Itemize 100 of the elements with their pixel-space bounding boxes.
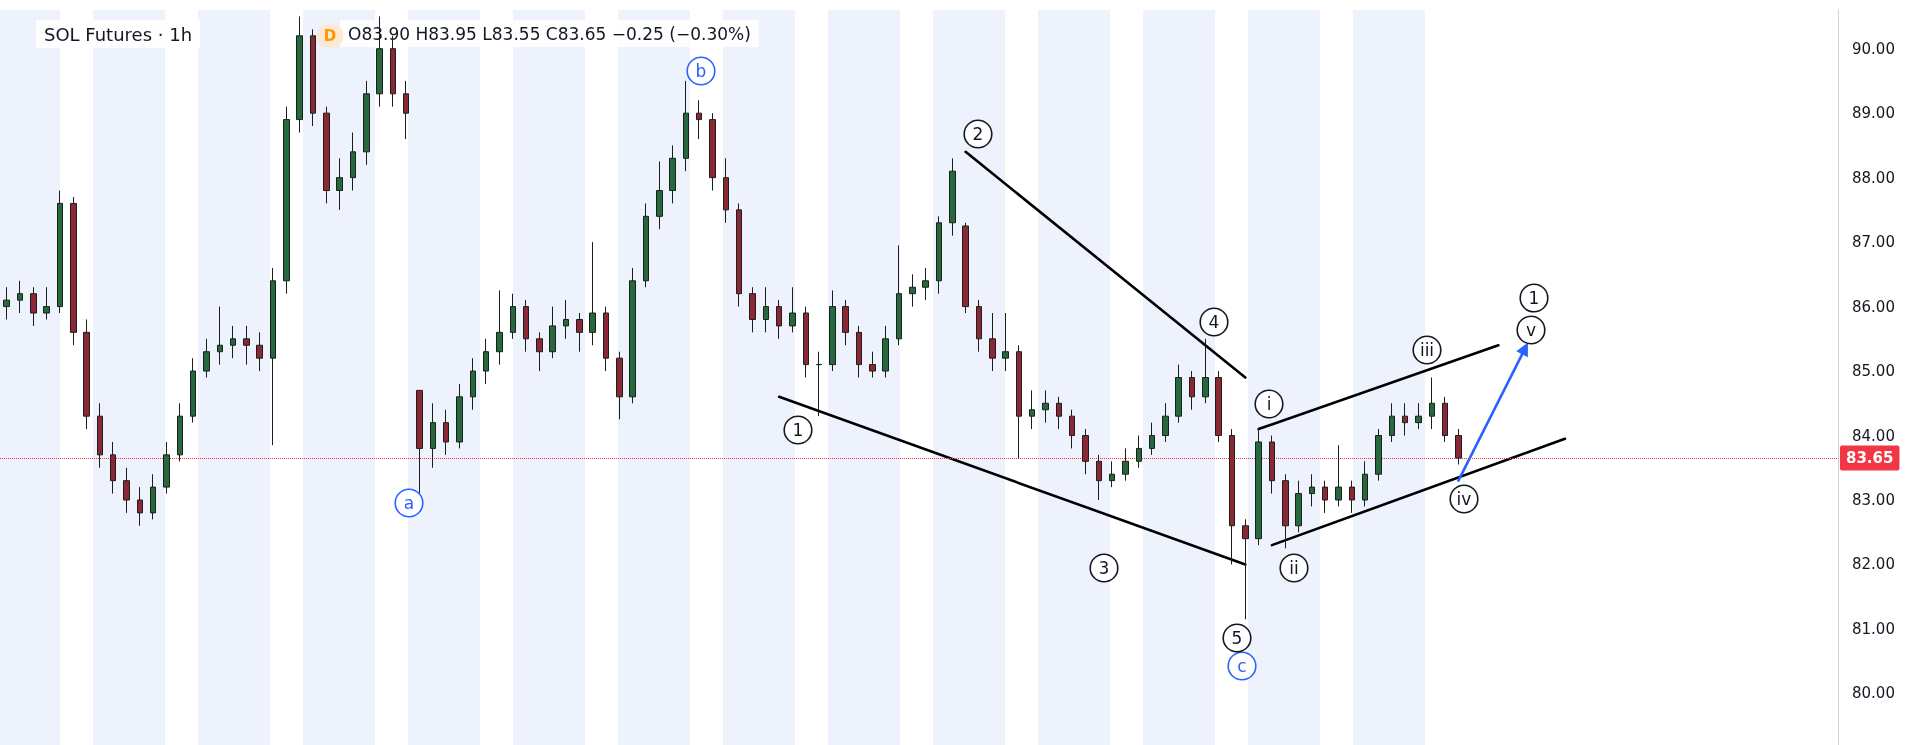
y-tick-label: 81.00 — [1852, 619, 1895, 638]
candlestick — [1255, 428, 1262, 546]
candlestick — [749, 286, 756, 333]
candlestick — [1149, 422, 1155, 456]
candlestick — [922, 267, 929, 301]
candlestick — [896, 244, 902, 346]
candlestick — [949, 157, 956, 237]
candlestick — [483, 338, 489, 385]
candlestick — [1455, 428, 1462, 466]
candlestick — [869, 351, 876, 378]
candlestick — [110, 441, 116, 495]
candlestick — [1082, 428, 1089, 475]
candlestick — [1122, 447, 1129, 482]
candlestick — [589, 241, 596, 346]
candlestick — [936, 215, 942, 295]
y-tick-label: 83.00 — [1852, 491, 1895, 509]
candlestick — [43, 286, 50, 320]
annotation: 4 — [1208, 312, 1220, 332]
candlestick — [1096, 454, 1102, 501]
annotation: i — [1266, 394, 1272, 414]
candlestick — [403, 80, 409, 140]
candlestick — [470, 357, 476, 411]
candlestick — [1202, 338, 1209, 404]
annotation: a — [403, 493, 415, 513]
candlestick — [1175, 364, 1182, 424]
candlestick — [989, 312, 996, 372]
candlestick — [496, 289, 503, 366]
candlestick — [603, 306, 609, 372]
candlestick — [549, 306, 556, 359]
candlestick — [909, 273, 916, 308]
candlestick — [163, 441, 170, 495]
annotation: iii — [1419, 340, 1435, 360]
candlestick — [1309, 473, 1315, 507]
candlestick — [1389, 402, 1395, 443]
candlestick — [270, 267, 276, 446]
candlestick — [310, 28, 316, 127]
candlestick — [563, 299, 569, 340]
candlestick — [350, 132, 356, 192]
candlestick — [363, 80, 370, 166]
candlestick — [243, 325, 250, 366]
candlestick — [763, 286, 769, 333]
candlestick — [669, 144, 676, 204]
candlestick — [1402, 402, 1408, 437]
annotation: b — [695, 61, 707, 81]
annotation: 2 — [972, 124, 984, 144]
candlestick — [536, 331, 543, 372]
candlestick — [1282, 473, 1289, 549]
candlestick — [1349, 480, 1355, 514]
candlestick — [150, 473, 156, 520]
candlestick — [816, 351, 822, 417]
candlestick — [976, 299, 982, 353]
candlestick — [1242, 518, 1249, 620]
candlestick — [323, 106, 330, 204]
candlestick — [510, 293, 516, 340]
candlestick — [1162, 402, 1169, 443]
annotation: v — [1525, 320, 1537, 340]
candlestick — [456, 383, 463, 449]
candlestick — [443, 409, 449, 456]
annotation: iv — [1456, 489, 1472, 509]
candlestick — [1069, 409, 1075, 449]
candlestick — [1029, 389, 1035, 430]
y-tick-label: 88.00 — [1852, 168, 1895, 187]
candlestick — [1335, 444, 1342, 507]
candlestick — [1415, 402, 1422, 430]
candlestick — [842, 299, 849, 346]
candlestick — [123, 467, 130, 514]
candlestick — [856, 325, 862, 378]
candlestick — [576, 312, 583, 353]
candlestick — [1429, 377, 1435, 430]
candlestick — [882, 325, 889, 378]
candlestick — [30, 286, 37, 327]
candlestick — [696, 99, 702, 140]
candlestick — [336, 157, 343, 211]
y-tick-label: 89.00 — [1852, 104, 1895, 123]
candlestick — [803, 306, 809, 378]
text: SOL Futures · 1h — [44, 23, 193, 45]
candlestick — [177, 402, 183, 462]
y-tick-label: 82.00 — [1852, 555, 1895, 574]
annotation: c — [1237, 656, 1247, 676]
candlestick — [3, 286, 10, 320]
candlestick — [616, 351, 623, 420]
candlestick — [736, 202, 742, 308]
candlestick — [70, 196, 77, 346]
y-tick-label: 86.00 — [1852, 297, 1895, 316]
candlestick — [962, 222, 969, 314]
candlestick — [283, 106, 290, 295]
candlestick — [709, 112, 716, 192]
candlestick — [643, 202, 649, 288]
candlestick — [1109, 460, 1115, 488]
candlestick — [17, 280, 23, 314]
y-tick-label: 84.00 — [1852, 426, 1895, 445]
annotation: 1 — [1528, 288, 1540, 308]
candlestick — [57, 190, 63, 314]
candlestick — [1442, 396, 1448, 443]
candlestick — [1375, 428, 1382, 482]
candlestick — [190, 357, 196, 424]
candlestick — [256, 331, 263, 372]
candlestick — [416, 389, 423, 495]
candlestick — [1229, 428, 1235, 565]
candlestick — [203, 338, 210, 378]
